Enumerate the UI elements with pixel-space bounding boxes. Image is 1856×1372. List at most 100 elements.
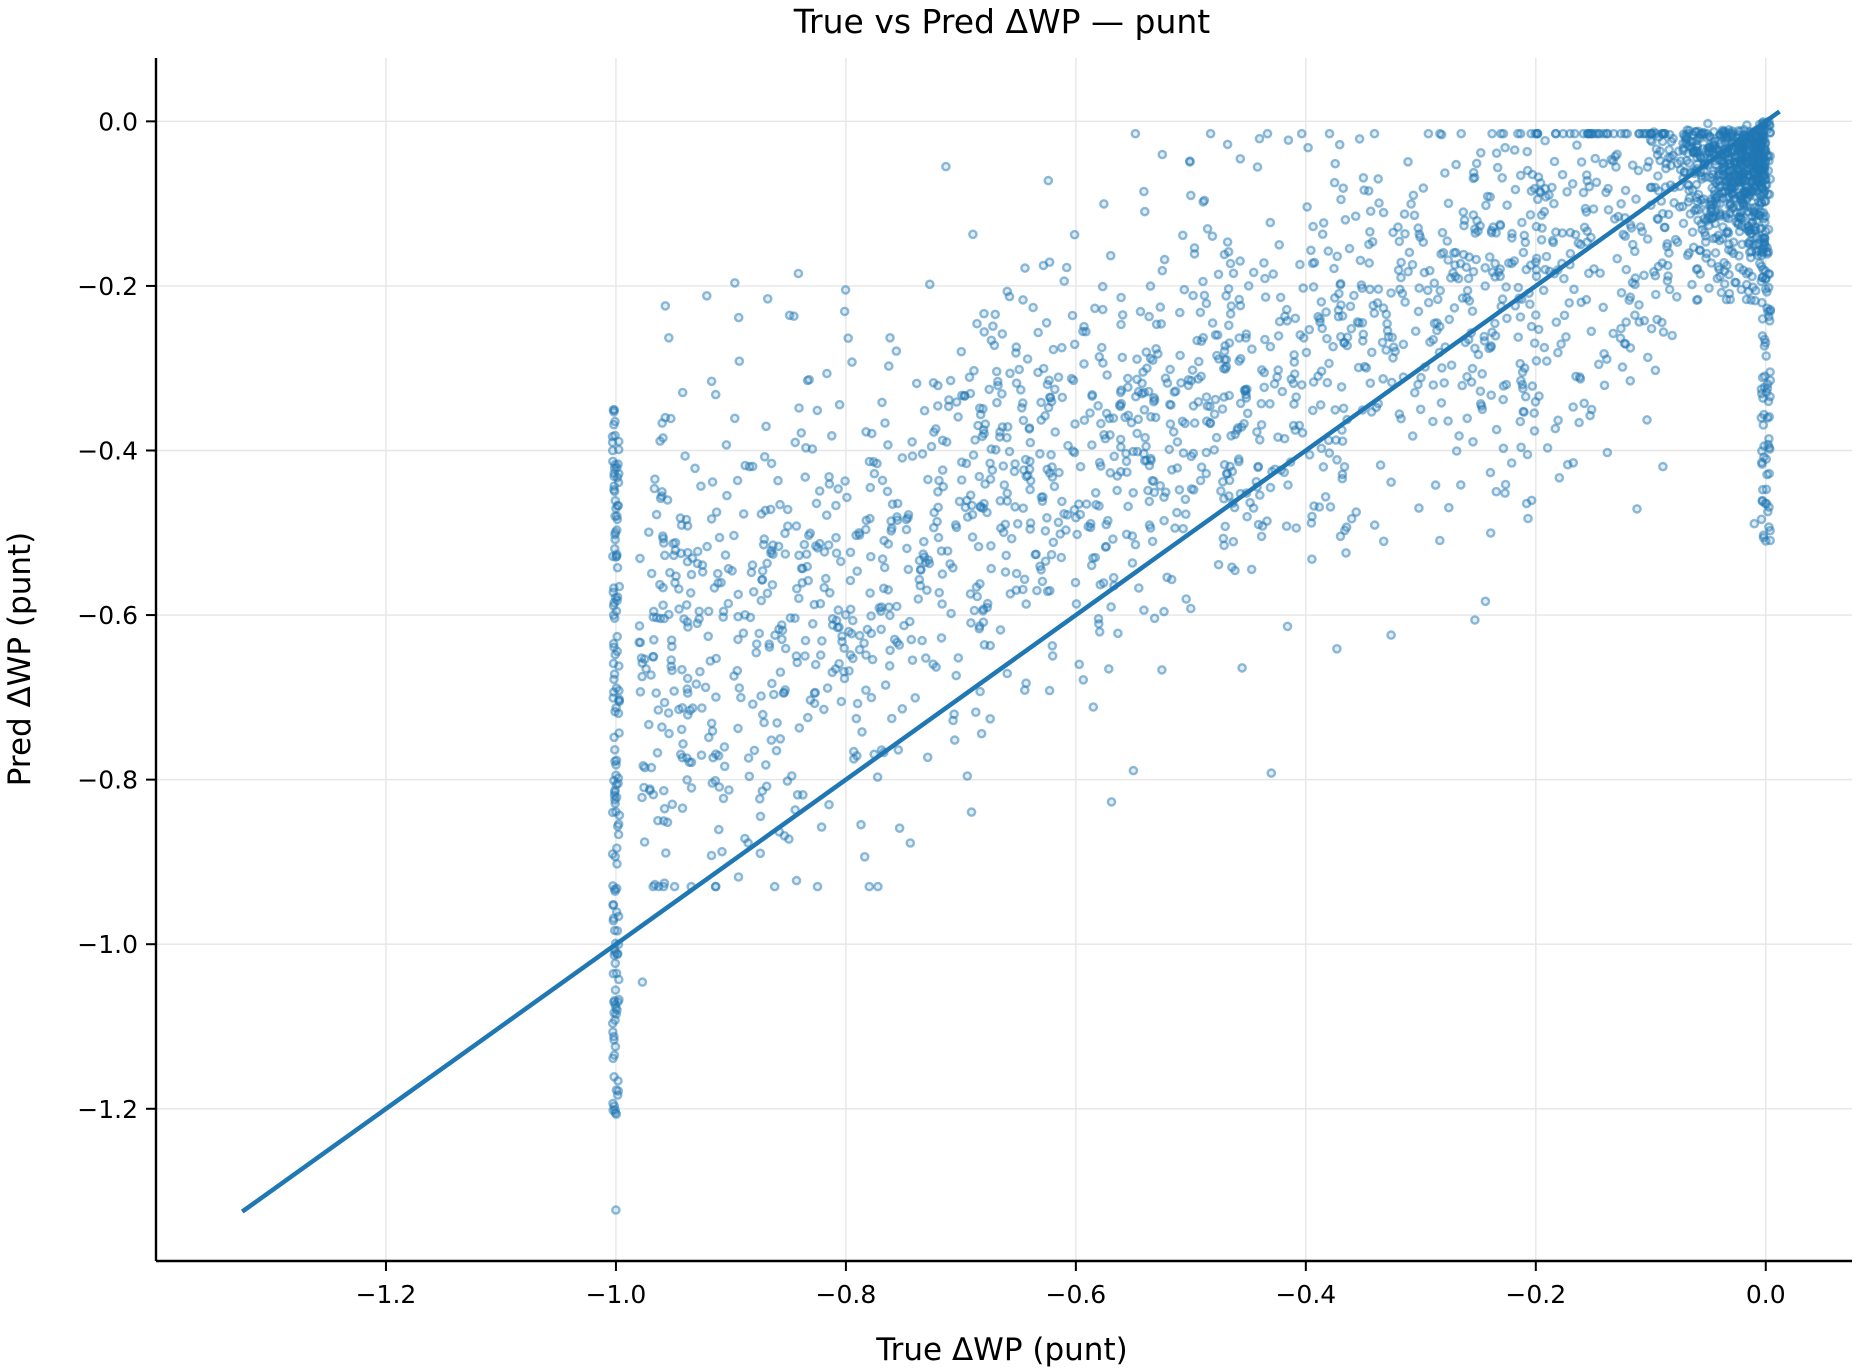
scatter-point (1683, 179, 1693, 190)
scatter-point (1035, 448, 1045, 459)
scatter-point (685, 588, 696, 598)
scatter-point (1515, 312, 1526, 322)
scatter-point (1223, 246, 1234, 257)
scatter-point (734, 356, 745, 367)
scatter-point (1226, 430, 1236, 441)
scatter-point (1172, 463, 1183, 473)
scatter-point (844, 626, 854, 637)
scatter-point (1419, 267, 1430, 278)
scatter-point (1165, 364, 1175, 375)
scatter-point (1762, 249, 1773, 259)
scatter-point (995, 427, 1005, 437)
scatter-point (1435, 321, 1445, 332)
scatter-point (607, 445, 618, 456)
scatter-point (1650, 270, 1661, 281)
scatter-point (1105, 250, 1116, 261)
scatter-point (1078, 675, 1089, 685)
scatter-point (733, 589, 744, 600)
scatter-point (1710, 248, 1721, 258)
scatter-point (1199, 290, 1210, 301)
scatter-point (918, 549, 929, 559)
scatter-point (1622, 128, 1632, 139)
scatter-point (1290, 313, 1301, 324)
scatter-point (1320, 491, 1331, 502)
scatter-point (1308, 282, 1319, 292)
scatter-point (1309, 257, 1320, 268)
scatter-point (1372, 298, 1383, 308)
scatter-point (1435, 535, 1445, 546)
scatter-point (1340, 525, 1350, 536)
scatter-point (1749, 518, 1760, 529)
scatter-point (1674, 202, 1685, 212)
scatter-point (1747, 271, 1757, 282)
scatter-point (1723, 213, 1734, 224)
scatter-point (1759, 233, 1769, 243)
scatter-point (1262, 128, 1273, 139)
scatter-point (713, 750, 724, 761)
scatter-point (1529, 408, 1539, 418)
scatter-point (1283, 135, 1294, 145)
scatter-point (1513, 332, 1523, 343)
scatter-point (1132, 354, 1142, 365)
scatter-point (777, 634, 787, 645)
scatter-point (1442, 236, 1452, 246)
scatter-point (883, 440, 893, 450)
scatter-point (1072, 529, 1082, 540)
scatter-point (821, 510, 832, 521)
scatter-point (730, 278, 740, 288)
scatter-point (1522, 449, 1533, 460)
scatter-point (1522, 146, 1532, 157)
scatter-point (823, 540, 834, 550)
scatter-point (659, 697, 670, 708)
scatter-point (1048, 537, 1059, 548)
scatter-point (1046, 549, 1057, 560)
scatter-point (1045, 392, 1055, 403)
scatter-point (992, 397, 1002, 408)
scatter-point (815, 650, 826, 660)
scatter-point (1627, 160, 1638, 170)
scatter-point (1295, 259, 1305, 270)
scatter-point (1083, 521, 1093, 532)
scatter-point (1253, 519, 1264, 530)
scatter-point (883, 585, 894, 595)
scatter-point (1522, 165, 1533, 176)
scatter-point (972, 591, 983, 602)
scatter-point (1186, 603, 1196, 614)
scatter-point (1554, 472, 1565, 483)
scatter-point (974, 471, 985, 482)
scatter-point (1081, 326, 1091, 337)
scatter-point (1740, 153, 1751, 164)
scatter-point (1097, 342, 1107, 353)
scatter-point (1458, 207, 1469, 217)
scatter-point (1195, 475, 1206, 486)
scatter-point (1021, 599, 1031, 609)
scatter-point (1433, 294, 1443, 305)
scatter-point (1497, 172, 1507, 183)
scatter-point (1394, 236, 1405, 247)
scatter-point (772, 718, 782, 728)
scatter-point (1525, 299, 1535, 310)
scatter-point (1116, 398, 1126, 409)
scatter-point (1646, 323, 1657, 334)
scatter-point (692, 618, 703, 629)
scatter-point (1490, 318, 1500, 329)
scatter-point (1765, 525, 1775, 536)
scatter-point (861, 524, 871, 535)
scatter-point (1662, 238, 1673, 249)
scatter-point (1207, 318, 1218, 328)
scatter-point (830, 664, 841, 674)
scatter-point (1196, 336, 1207, 347)
scatter-point (861, 426, 871, 437)
scatter-point (1147, 536, 1158, 547)
scatter-point (769, 881, 780, 892)
scatter-point (854, 644, 865, 655)
scatter-point (1304, 324, 1315, 335)
scatter-point (1462, 371, 1472, 382)
scatter-point (839, 643, 850, 654)
scatter-point (1123, 373, 1133, 384)
scatter-point (864, 881, 875, 892)
scatter-point (669, 881, 680, 892)
scatter-point (845, 650, 856, 660)
scatter-point (869, 468, 880, 479)
scatter-point (1763, 224, 1774, 235)
